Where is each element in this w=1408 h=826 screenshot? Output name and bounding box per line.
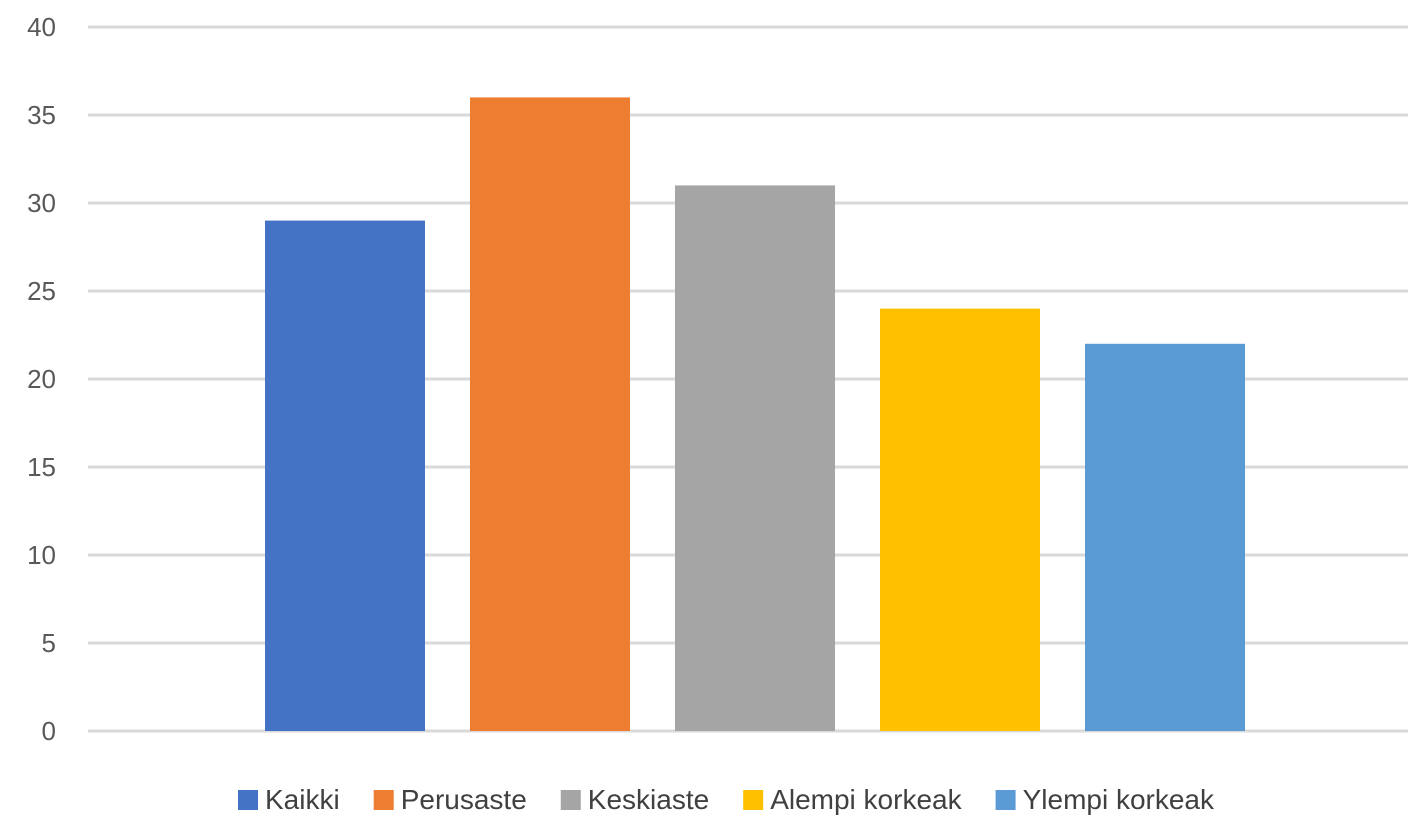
y-tick-label-10: 10	[27, 540, 56, 570]
y-tick-label-20: 20	[27, 364, 56, 394]
bar-alempi-korkeak	[880, 308, 1040, 731]
y-tick-label-30: 30	[27, 188, 56, 218]
bar-kaikki	[265, 220, 425, 731]
bar-ylempi-korkeak	[1085, 343, 1245, 731]
legend-item-alempi-korkeak: Alempi korkeak	[743, 784, 963, 815]
legend-item-kaikki: Kaikki	[238, 784, 340, 815]
bar-keskiaste	[675, 185, 835, 731]
legend-swatch	[560, 790, 581, 810]
legend: Kaikki Perusaste Keskiaste Alempi korkeak Yl…	[238, 784, 1215, 815]
legend-label: Perusaste	[401, 784, 527, 815]
y-tick-label-35: 35	[27, 100, 56, 130]
bar-perusaste	[470, 97, 630, 731]
legend-swatch	[743, 790, 764, 810]
legend-item-ylempi-korkeak: Ylempi korkeak	[995, 784, 1215, 815]
legend-label: Ylempi korkeak	[1023, 784, 1215, 815]
legend-label: Kaikki	[265, 784, 340, 815]
y-tick-label-0: 0	[42, 716, 56, 746]
legend-label: Alempi korkeak	[770, 784, 962, 815]
y-tick-label-5: 5	[42, 628, 56, 658]
y-tick-label-25: 25	[27, 276, 56, 306]
legend-item-perusaste: Perusaste	[373, 784, 527, 815]
y-tick-label-40: 40	[27, 12, 56, 42]
legend-swatch	[238, 790, 258, 810]
y-axis-tick-labels: 0 5 10 15 20 25 30 35 40	[27, 12, 56, 746]
legend-swatch	[373, 790, 394, 810]
y-tick-label-15: 15	[27, 452, 56, 482]
legend-swatch	[995, 790, 1016, 810]
bars	[265, 97, 1245, 731]
legend-item-keskiaste: Keskiaste	[560, 784, 709, 815]
legend-label: Keskiaste	[588, 784, 709, 815]
